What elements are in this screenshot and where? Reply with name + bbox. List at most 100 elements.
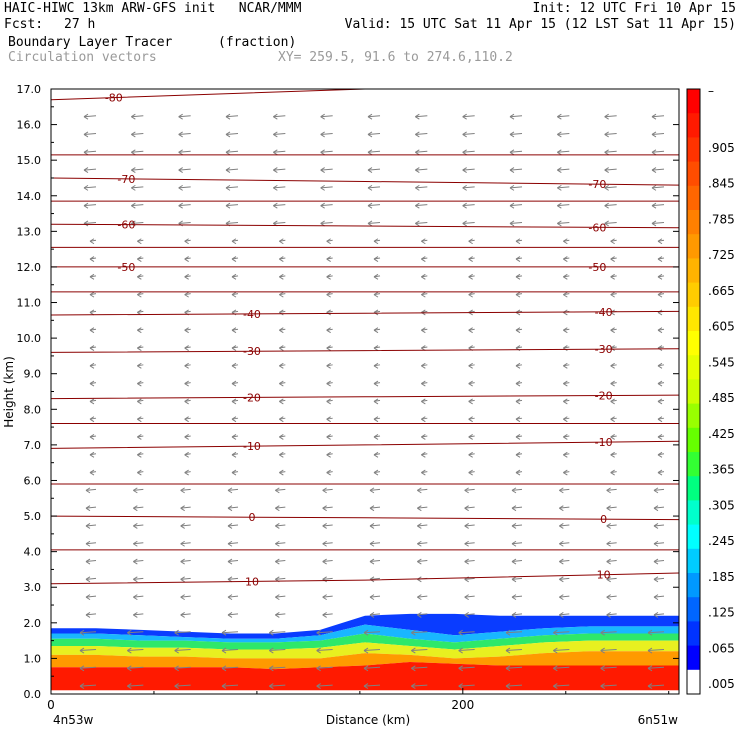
vector-head — [131, 113, 136, 120]
vector-head — [464, 505, 469, 512]
vector-arrow — [137, 256, 144, 262]
vector-shaft — [553, 666, 570, 669]
vector-head — [421, 256, 426, 262]
vector-shaft — [653, 542, 665, 545]
y-tick-label: 5.0 — [24, 510, 42, 523]
vector-head — [184, 380, 189, 387]
vector-arrow — [468, 416, 475, 423]
vector-arrow — [563, 291, 570, 298]
vector-head — [373, 327, 379, 334]
vector-arrow — [184, 238, 191, 245]
vector-shaft — [79, 649, 97, 652]
vector-arrow — [647, 647, 665, 654]
field-name: Boundary Layer Tracer — [8, 35, 173, 50]
vector-shaft — [367, 150, 381, 153]
vector-arrow — [464, 487, 475, 494]
contour-label: -20 — [243, 391, 261, 404]
vector-shaft — [363, 666, 381, 669]
vector-shaft — [127, 684, 144, 687]
vector-shaft — [606, 560, 617, 563]
vector-head — [462, 113, 467, 120]
vector-arrow — [610, 380, 617, 387]
vector-shaft — [225, 150, 239, 153]
vector-arrow — [89, 327, 97, 334]
vector-head — [563, 273, 568, 280]
vector-shaft — [511, 595, 523, 598]
vector-head — [369, 594, 375, 601]
vector-shaft — [273, 204, 286, 207]
vector-arrow — [231, 345, 239, 351]
vector-shaft — [600, 649, 617, 652]
vector-shaft — [367, 132, 381, 135]
colorbar-cell — [687, 452, 700, 477]
vector-head — [421, 380, 426, 387]
vector-shaft — [604, 221, 617, 224]
vector-shaft — [85, 542, 97, 545]
vector-arrow — [462, 131, 475, 138]
vector-head — [509, 184, 515, 191]
vector-head — [515, 380, 521, 387]
vector-head — [127, 665, 132, 672]
y-tick-label: 0.0 — [24, 688, 42, 701]
colorbar-label: .605 — [708, 320, 735, 334]
colorbar-frame — [686, 88, 701, 695]
vector-head — [458, 629, 463, 636]
vector-head — [79, 665, 85, 672]
vector-head — [373, 416, 379, 423]
vector-shaft — [363, 649, 381, 652]
vector-arrow — [557, 149, 570, 156]
colorbar-label: .425 — [708, 427, 735, 441]
vector-arrow — [180, 540, 191, 547]
vector-shaft — [553, 649, 570, 652]
vector-arrow — [462, 184, 475, 191]
vector-shaft — [316, 631, 333, 634]
vector-shaft — [415, 221, 428, 224]
vector-shaft — [557, 221, 570, 224]
vector-arrow — [610, 451, 617, 458]
vector-arrow — [411, 629, 428, 636]
vector-arrow — [464, 523, 475, 529]
vector-shaft — [131, 168, 144, 171]
vector-arrow — [326, 451, 333, 458]
vector-head — [326, 345, 331, 351]
colorbar-cell — [687, 669, 700, 695]
vector-arrow — [415, 113, 428, 120]
vector-head — [505, 665, 511, 672]
vector-shaft — [363, 684, 381, 687]
vector-arrow — [83, 131, 97, 138]
vector-head — [275, 523, 280, 529]
vector-head — [651, 113, 657, 120]
vector-head — [127, 629, 132, 636]
vector-head — [462, 167, 467, 173]
vector-shaft — [273, 150, 286, 153]
contour-label: -50 — [588, 261, 606, 274]
vector-arrow — [83, 167, 97, 173]
vector-head — [515, 398, 521, 405]
vector-head — [131, 202, 136, 209]
vector-shaft — [509, 150, 523, 153]
vector-arrow — [79, 665, 97, 672]
vectors-label: Circulation vectors — [8, 50, 157, 65]
vector-shaft — [227, 524, 239, 527]
vector-head — [174, 629, 179, 636]
vector-head — [509, 131, 515, 138]
vector-head — [180, 594, 185, 601]
vector-head — [279, 327, 284, 334]
vector-shaft — [174, 684, 191, 687]
vector-head — [373, 398, 379, 405]
vector-head — [421, 273, 426, 280]
vector-shaft — [600, 684, 617, 687]
vector-head — [316, 665, 321, 672]
vector-shaft — [273, 115, 286, 118]
colorbar-label: .185 — [708, 570, 735, 584]
vector-arrow — [231, 327, 239, 334]
vector-arrow — [653, 523, 665, 529]
vector-head — [326, 416, 331, 423]
vector-head — [221, 683, 227, 690]
vector-arrow — [231, 469, 239, 476]
vector-shaft — [273, 186, 286, 189]
vector-shaft — [559, 613, 570, 616]
vector-arrow — [373, 451, 381, 458]
vector-head — [85, 612, 91, 618]
vector-head — [369, 487, 375, 494]
